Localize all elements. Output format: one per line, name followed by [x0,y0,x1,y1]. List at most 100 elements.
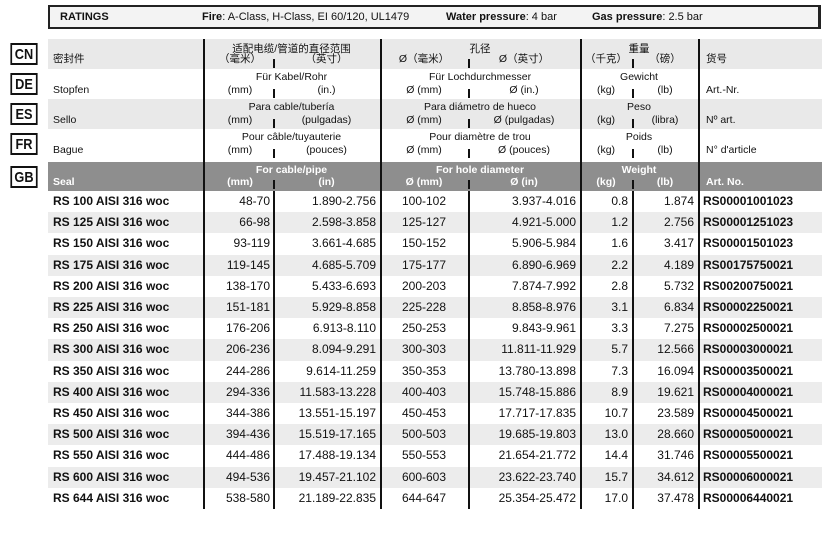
seal-name: RS 200 AISI 316 woc [53,278,170,293]
seal-name: RS 400 AISI 316 woc [53,384,170,399]
cable-mm: 176-206 [225,321,270,336]
header-tick [632,119,634,128]
seal-header: Bague [53,144,84,156]
art-no-header: Nº art. [706,114,736,126]
header-row-de: Stopfen Für Kabel/Rohr (mm) (in.) Für Lochdu… [48,69,822,99]
table-row: RS 400 AISI 316 woc 294-336 11.583-13.228 4… [48,381,822,403]
cable-mm: 48-70 [239,194,270,208]
table-row: RS 200 AISI 316 woc 138-170 5.433-6.693 200… [48,276,822,297]
ratings-bar: RATINGS Fire: A-Class, H-Class, EI 60/12… [48,5,821,29]
hole-in: 21.654-21.772 [498,448,576,463]
weight-kg: (kg) [596,84,616,96]
hole-mm: 644-647 [401,490,447,505]
cable-in: 5.433-6.693 [311,278,376,293]
cable-in: 4.685-5.709 [311,257,376,272]
weight-lb: 3.417 [663,236,694,251]
art-no: RS00001251023 [703,215,794,230]
cable-in: 3.661-4.685 [311,236,376,251]
table-row: RS 450 AISI 316 woc 344-386 13.551-15.197 4… [48,403,822,424]
column-subdivider [273,191,275,509]
water-pressure: Water pressure: 4 bar [446,11,557,23]
weight-kg: 5.7 [611,342,628,357]
cable-in: (pouces) [306,144,347,156]
weight-title: Peso [627,101,651,113]
lang-badge-fr: FR [10,133,38,155]
table-row: RS 100 AISI 316 woc 48-70 1.890-2.756 100-1… [48,191,822,212]
cable-title: Para cable/tubería [248,101,335,113]
seal-header: Sello [53,114,77,126]
art-no: RS00004000021 [703,384,794,399]
hole-mm: 350-353 [401,363,447,378]
weight-kg: 14.4 [604,448,628,463]
cable-mm: (mm) [227,144,253,156]
cable-mm: 151-181 [225,300,270,314]
art-no-header: N° d'article [706,144,757,156]
cable-in: 17.488-19.134 [298,448,376,463]
seal-header: Seal [53,176,75,188]
cable-mm: 394-436 [225,427,270,442]
weight-lb: 1.874 [663,194,694,208]
hole-mm: 150-152 [401,236,447,251]
cable-mm: 294-336 [225,384,270,399]
table-row: RS 500 AISI 316 woc 394-436 15.519-17.165 5… [48,424,822,446]
cable-mm: 138-170 [225,278,270,293]
header-tick [468,119,470,128]
table-row: RS 600 AISI 316 woc 494-536 19.457-21.102 6… [48,466,822,488]
hole-mm: Ø（毫米） [398,53,450,65]
header-tick [632,180,634,189]
hole-mm: 400-403 [401,384,447,399]
column-divider [380,39,382,509]
header-tick [632,149,634,158]
cable-mm: 93-119 [233,236,270,251]
weight-lb: 23.589 [657,406,694,420]
hole-mm: 250-253 [401,321,447,336]
art-no: RS00001001023 [703,194,794,208]
seal-name: RS 350 AISI 316 woc [53,363,170,378]
cable-in: 9.614-11.259 [306,363,376,378]
seal-name: RS 600 AISI 316 woc [53,469,170,484]
art-no-header: Art.-Nr. [706,84,740,96]
hole-in: 9.843-9.961 [511,321,576,336]
header-tick [273,180,275,189]
hole-in: 8.858-8.976 [511,300,576,314]
art-no: RS00006000021 [703,469,794,484]
weight-lb: 7.275 [663,321,694,336]
weight-lb: 6.834 [663,300,694,314]
hole-in: 15.748-15.886 [498,384,576,399]
hole-in: 3.937-4.016 [511,194,576,208]
table-row: RS 225 AISI 316 woc 151-181 5.929-8.858 225… [48,297,822,319]
weight-kg: (kg) [596,176,616,188]
weight-kg: 10.7 [604,406,628,420]
art-no: RS00006440021 [703,490,794,505]
cable-mm: (mm) [227,114,253,126]
table-row: RS 150 AISI 316 woc 93-119 3.661-4.685 150-… [48,233,822,254]
hole-in: Ø (pouces) [498,144,550,156]
seal-name: RS 550 AISI 316 woc [53,448,170,463]
column-subdivider [632,191,634,509]
art-no-header: Art. No. [706,176,744,188]
cable-mm: (mm) [227,176,253,188]
cable-mm: 244-286 [225,363,270,378]
weight-lb: 28.660 [657,427,694,442]
hole-mm: 500-503 [401,427,447,442]
hole-in: 23.622-23.740 [498,469,576,484]
art-no: RS00004500021 [703,406,794,420]
cable-in: （英寸） [305,53,348,65]
hole-in: 13.780-13.898 [498,363,576,378]
table-row: RS 300 AISI 316 woc 206-236 8.094-9.291 300… [48,339,822,361]
header-tick [468,149,470,158]
header-tick [468,59,470,68]
seal-name: RS 500 AISI 316 woc [53,427,170,442]
column-subdivider [468,191,470,509]
weight-kg: 0.8 [611,194,628,208]
header-tick [632,89,634,98]
hole-mm: Ø (mm) [405,176,443,188]
weight-kg: 7.3 [611,363,628,378]
weight-kg: (kg) [596,144,616,156]
cable-in: 13.551-15.197 [298,406,376,420]
cable-in: (in.) [317,84,336,96]
hole-in: 17.717-17.835 [498,406,576,420]
cable-in: 5.929-8.858 [311,300,376,314]
header-tick [273,149,275,158]
lang-badge-de: DE [10,73,38,95]
